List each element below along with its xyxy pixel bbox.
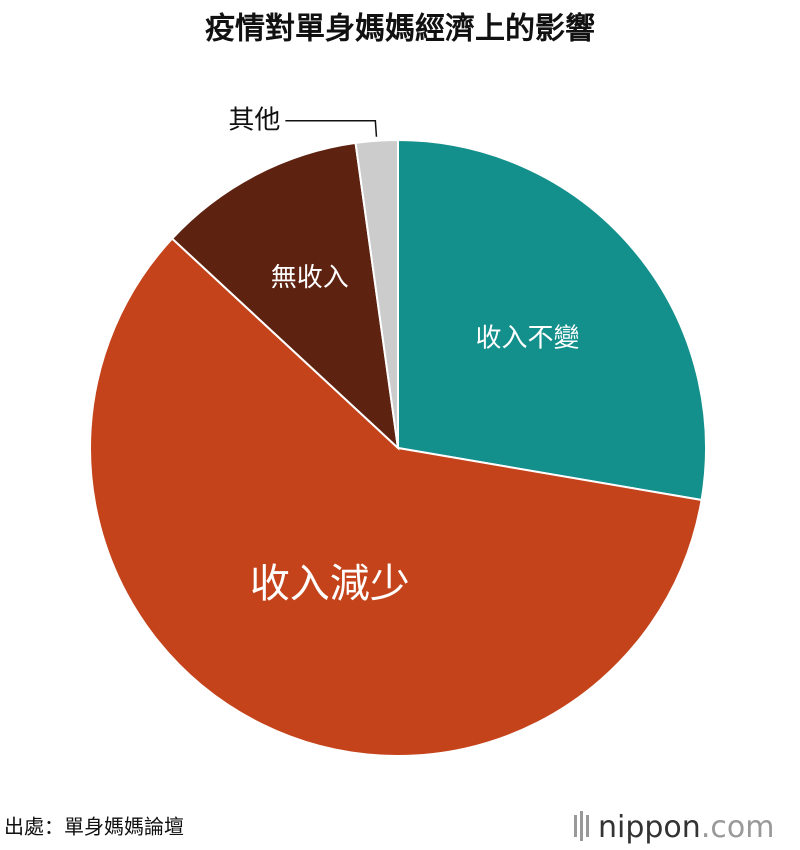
- slice-label: 收入減少: [250, 561, 410, 607]
- logo-suffix: .com: [701, 810, 775, 845]
- logo-bar: [586, 815, 589, 837]
- chart-title: 疫情對單身媽媽經濟上的影響: [205, 12, 595, 47]
- logo-name: nippon: [598, 810, 701, 845]
- source: 出處：單身媽媽論壇: [4, 815, 184, 839]
- pie-slice: [89, 237, 703, 757]
- pie-slice: [170, 141, 400, 451]
- slice-label: 無收入: [271, 263, 349, 293]
- slice-label: 收入不變: [475, 323, 579, 353]
- logo-bar: [580, 811, 583, 841]
- slice-label: 其他: [228, 105, 280, 135]
- logo-text: nippon.com: [598, 810, 774, 845]
- logo-bar: [574, 815, 577, 837]
- logo: nippon.com: [574, 810, 774, 845]
- pie-slice: [397, 138, 707, 502]
- leader-line: [285, 120, 378, 137]
- pie-slice: [354, 138, 399, 449]
